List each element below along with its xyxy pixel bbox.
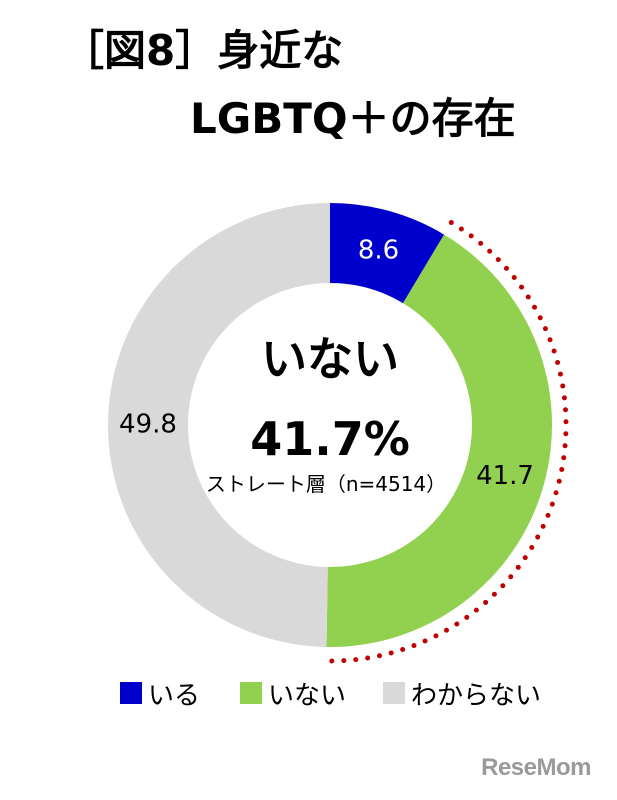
legend-label: いる [148, 680, 201, 711]
center-note: ストレート層（n=4514） [206, 472, 446, 496]
chart-title-line-1: ［図8］身近な [62, 26, 344, 75]
center-heading: いない [261, 332, 399, 386]
legend-label: わからない [411, 680, 542, 711]
highlight-dotted-arc [323, 220, 569, 664]
donut-slice-3 [107, 203, 330, 647]
legend-swatch [240, 682, 262, 704]
legend-label: いない [268, 680, 347, 711]
center-value: 41.7% [250, 412, 410, 466]
legend-swatch [120, 682, 142, 704]
slice-label-3: 49.8 [119, 410, 177, 440]
slice-label-1: 8.6 [358, 236, 399, 266]
watermark-logo: ReseMom [481, 754, 591, 781]
chart-title-line-2: LGBTQ＋の存在 [190, 94, 516, 143]
legend-item-1: いる [120, 676, 201, 711]
legend-item-2: いない [240, 676, 347, 711]
legend-item-3: わからない [383, 676, 542, 711]
slice-label-2: 41.7 [476, 461, 534, 491]
donut-slice-1 [330, 203, 445, 304]
donut-slice-2 [326, 234, 552, 648]
legend-swatch [383, 682, 405, 704]
